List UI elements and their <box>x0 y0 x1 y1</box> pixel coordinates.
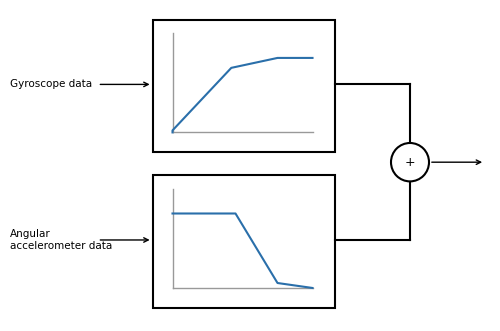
Text: Angular
accelerometer data: Angular accelerometer data <box>10 229 112 251</box>
Text: Gyroscope data: Gyroscope data <box>10 79 92 89</box>
Bar <box>152 175 335 308</box>
Bar <box>152 20 335 152</box>
Ellipse shape <box>391 143 429 181</box>
Text: +: + <box>404 156 415 169</box>
